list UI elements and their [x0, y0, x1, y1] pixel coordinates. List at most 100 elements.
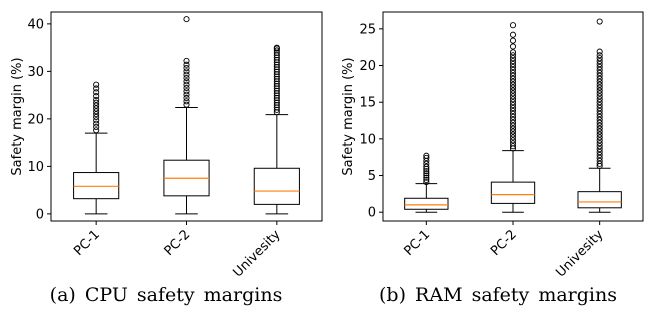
cpu-outlier-point	[93, 81, 100, 88]
cpu-outlier-point	[183, 81, 190, 88]
cpu-outlier-point	[183, 88, 190, 95]
ram-outlier-point	[509, 66, 517, 73]
cpu-outlier-point	[93, 123, 100, 130]
ram-outlier-point	[509, 140, 517, 147]
ram-outlier-point	[423, 154, 430, 161]
cpu-xtick-label: Univesity	[230, 227, 283, 280]
cpu-outlier-point	[93, 111, 100, 118]
cpu-ytick-label: 40	[27, 17, 44, 32]
ram-ytick-label: 25	[359, 22, 376, 37]
cpu-outlier-point	[273, 44, 280, 51]
ram-outlier-point	[596, 61, 603, 68]
cpu-axes-frame	[50, 11, 323, 222]
ram-outlier-point	[596, 107, 603, 115]
ram-outlier-point	[596, 149, 603, 156]
ram-outlier-point	[596, 131, 603, 138]
ram-chart-svg: 0 5 10 15 20 25 Safety margin (%) PC-1 PC-2 Unive…	[341, 11, 644, 280]
ram-outlier-point	[596, 72, 603, 79]
cpu-outlier-point	[93, 127, 100, 134]
ram-outlier-point	[509, 107, 517, 115]
ram-outlier-point	[423, 176, 430, 183]
ram-outlier-point	[596, 137, 603, 144]
ram-outlier-point	[509, 81, 517, 88]
ram-outlier-point	[596, 105, 603, 112]
ram-outlier-point	[596, 128, 603, 135]
ram-outlier-point	[509, 61, 517, 68]
ram-outlier-point	[509, 72, 517, 79]
ram-outlier-point	[423, 170, 430, 177]
ram-outlier-point	[509, 84, 517, 91]
ram-outlier-point	[509, 119, 517, 126]
ram-outlier-point	[596, 122, 603, 129]
ram-ytick-label: 10	[359, 132, 376, 147]
ram-outlier-point	[509, 75, 517, 82]
ram-outlier-point	[509, 63, 517, 71]
ram-outlier-point	[596, 87, 603, 94]
ram-outlier-point	[596, 160, 603, 167]
ram-outlier-point	[596, 151, 603, 159]
cpu-outlier-point	[183, 101, 190, 108]
cpu-ytick-label: 30	[27, 65, 44, 80]
ram-outlier-point	[596, 66, 603, 73]
cpu-outlier-point	[183, 74, 190, 82]
cpu-ytick-label: 20	[27, 112, 44, 127]
ram-outlier-point	[509, 52, 517, 59]
ram-box-3	[577, 18, 622, 213]
cpu-chart-caption: (a) CPU safety margins	[49, 284, 283, 306]
cpu-outlier-point	[93, 89, 100, 96]
ram-outlier-point	[596, 93, 603, 100]
cpu-outlier-point	[93, 99, 100, 106]
ram-outlier-point	[423, 152, 430, 159]
ram-outlier-point	[509, 93, 517, 100]
ram-outlier-point	[596, 119, 603, 126]
cpu-outlier-point	[183, 57, 190, 64]
ram-iqr-box	[490, 181, 536, 204]
ram-outlier-point	[596, 99, 603, 106]
ram-axes-frame	[382, 11, 644, 222]
ram-xtick-label: PC-2	[488, 227, 520, 259]
ram-outlier-point	[596, 102, 603, 109]
ram-safety-margin-boxplot: 0 5 10 15 20 25 Safety margin (%) PC-1 PC-2 Unive…	[332, 0, 664, 280]
ram-outlier-point	[596, 58, 603, 65]
cpu-outlier-point	[183, 84, 190, 92]
ram-outlier-point	[596, 157, 603, 164]
cpu-outlier-point	[93, 113, 100, 121]
ram-outlier-point	[509, 110, 517, 117]
ram-outlier-point	[509, 105, 517, 112]
ram-chart-caption: (b) RAM safety margins	[379, 284, 617, 306]
cpu-outlier-point	[183, 68, 190, 75]
ram-outlier-point	[596, 18, 603, 25]
ram-ylabel: Safety margin (%)	[341, 57, 356, 175]
ram-outlier-point	[596, 143, 603, 150]
ram-outlier-point	[509, 99, 517, 106]
ram-outlier-point	[596, 69, 603, 76]
ram-outlier-point	[509, 43, 517, 50]
cpu-box-3	[253, 44, 300, 215]
cpu-outlier-point	[183, 78, 190, 85]
ram-outlier-point	[509, 90, 517, 97]
ram-outlier-point	[596, 81, 603, 88]
ram-ytick-label: 0	[368, 206, 376, 221]
ram-outlier-point	[509, 125, 517, 132]
cpu-outlier-point	[93, 96, 100, 103]
ram-outlier-point	[509, 143, 517, 150]
ram-outlier-point	[509, 131, 517, 138]
ram-outlier-point	[596, 84, 603, 91]
cpu-box-2	[163, 16, 210, 215]
cpu-outlier-point	[93, 102, 100, 109]
cpu-outlier-point	[183, 98, 190, 105]
ram-outlier-point	[596, 52, 603, 59]
cpu-outlier-point	[93, 105, 100, 112]
cpu-outlier-point	[93, 117, 100, 124]
ram-outlier-point	[509, 116, 517, 123]
ram-outlier-point	[509, 49, 517, 56]
ram-outlier-point	[509, 87, 517, 94]
cpu-outlier-point	[183, 94, 190, 102]
ram-ytick-label: 15	[359, 96, 376, 111]
ram-outlier-point	[509, 58, 517, 65]
ram-outlier-point	[423, 160, 430, 167]
ram-outlier-point	[596, 96, 603, 103]
ram-outlier-point	[596, 116, 603, 123]
ram-outlier-point	[596, 48, 603, 55]
